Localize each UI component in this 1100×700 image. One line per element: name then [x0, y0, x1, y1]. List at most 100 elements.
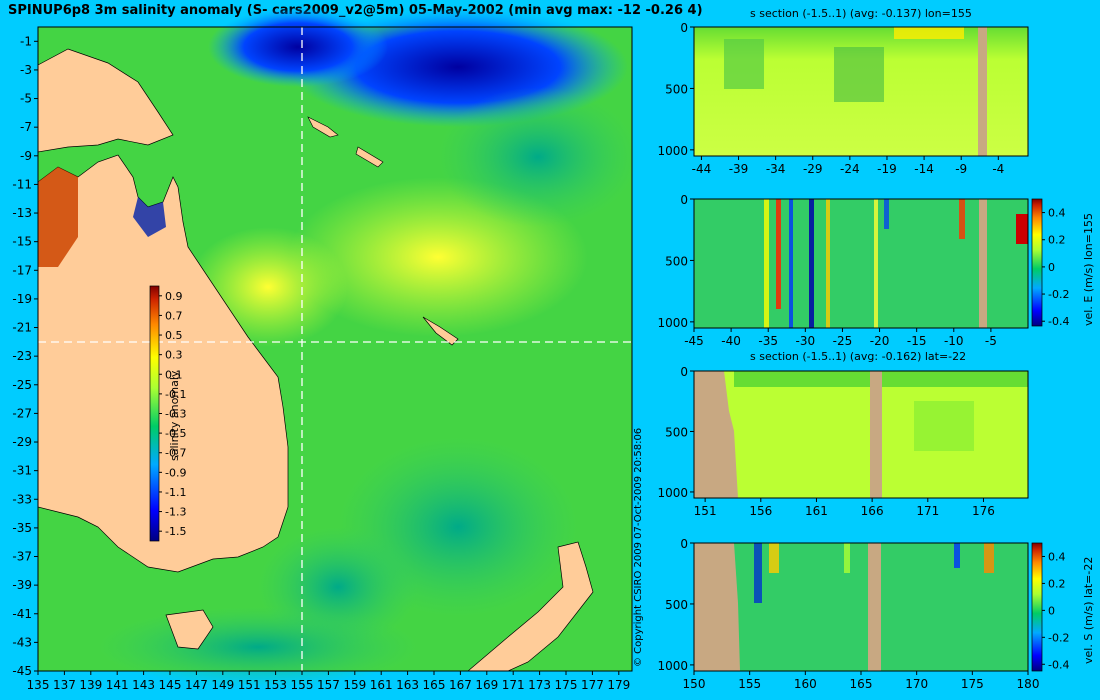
panel1-x-tick-label: -9: [955, 162, 967, 176]
panel3-title: s section (-1.5..1) (avg: -0.162) lat=-2…: [750, 350, 967, 363]
panel1-x-tick-label: -39: [729, 162, 749, 176]
map-colorbar-tick-label: -0.3: [165, 408, 186, 421]
map-y-tick-label: -15: [12, 235, 32, 249]
map-y-tick-label: -43: [12, 635, 32, 649]
map-x-tick-label: 149: [211, 678, 234, 692]
panel2-colorbar-tick-label: -0.2: [1048, 288, 1069, 301]
panel4-x-tick-label: 175: [961, 677, 984, 691]
salinity-map: [37, 7, 638, 687]
panel4-colorbar-tick-label: 0.4: [1048, 550, 1066, 563]
map-colorbar-tick-label: 0.3: [165, 349, 183, 362]
map-x-tick-label: 179: [607, 678, 630, 692]
panel1-x-tick-label: -44: [692, 162, 712, 176]
map-colorbar-tick-label: 0.1: [165, 368, 183, 381]
map-x-tick-label: 167: [449, 678, 472, 692]
map-y-tick-label: -39: [12, 578, 32, 592]
map-x-tick-label: 165: [423, 678, 446, 692]
map-x-tick-label: 169: [475, 678, 498, 692]
australia-land: [37, 154, 289, 573]
map-x-tick-label: 171: [502, 678, 525, 692]
panel2-x-tick-label: -40: [721, 334, 741, 348]
map-x-tick-label: 159: [343, 678, 366, 692]
panel1-x-tick-label: -4: [992, 162, 1004, 176]
map-colorbar-tick-label: 0.5: [165, 329, 183, 342]
map-x-tick-label: 153: [264, 678, 287, 692]
panel1-x-tick-label: -14: [914, 162, 934, 176]
map-colorbar-tick-label: 0.9: [165, 290, 183, 303]
panel2-x-tick-label: -35: [758, 334, 778, 348]
panel2-colorbar-tick-label: 0.2: [1048, 234, 1066, 247]
panel4-y-tick-label: 0: [680, 537, 688, 551]
map-y-tick-label: -25: [12, 378, 32, 392]
panel4-x-tick-label: 170: [905, 677, 928, 691]
panel2-x-tick-label: -20: [870, 334, 890, 348]
panel1-x-tick-label: -24: [840, 162, 860, 176]
map-y-tick-label: -29: [12, 435, 32, 449]
panel4-x-tick-label: 165: [850, 677, 873, 691]
map-y-tick-label: -45: [12, 664, 32, 678]
panel2-x-tick-label: -15: [907, 334, 927, 348]
map-x-tick-label: 163: [396, 678, 419, 692]
map-colorbar-tick-label: 0.7: [165, 309, 183, 322]
map-colorbar-tick-label: -0.7: [165, 447, 186, 460]
panel-s-lon155: [693, 26, 1029, 157]
map-y-tick-label: -27: [12, 406, 32, 420]
panel3-y-tick-label: 0: [680, 365, 688, 379]
map-y-tick-label: -31: [12, 464, 32, 478]
panel3-x-tick-label: 156: [749, 504, 772, 518]
panel3-x-tick-label: 151: [694, 504, 717, 518]
map-y-tick-label: -11: [12, 177, 32, 191]
map-x-tick-label: 177: [581, 678, 604, 692]
map-y-tick-label: -7: [20, 120, 32, 134]
map-colorbar-tick-label: -0.9: [165, 466, 186, 479]
map-y-tick-label: -21: [12, 321, 32, 335]
panel2-x-tick-label: -25: [833, 334, 853, 348]
panel4-x-tick-label: 180: [1017, 677, 1040, 691]
map-x-tick-label: 135: [27, 678, 50, 692]
panel2-x-tick-label: -10: [944, 334, 964, 348]
panel2-y-tick-label: 500: [665, 254, 688, 268]
panel2-colorbar-tick-label: -0.4: [1048, 315, 1069, 328]
map-y-tick-label: -3: [20, 63, 32, 77]
map-x-tick-label: 173: [528, 678, 551, 692]
new-zealand-land: [467, 541, 594, 672]
panel4-colorbar-tick-label: -0.4: [1048, 658, 1069, 671]
panel1-x-tick-label: -34: [766, 162, 786, 176]
map-y-tick-label: -35: [12, 521, 32, 535]
map-y-tick-label: -1: [20, 34, 32, 48]
map-x-tick-label: 145: [159, 678, 182, 692]
panel3-y-tick-label: 1000: [657, 486, 688, 500]
copyright-text: © Copyright CSIRO 2009 07-Oct-2009 20:58…: [633, 427, 644, 667]
panel4-x-tick-label: 155: [738, 677, 761, 691]
map-y-tick-label: -5: [20, 92, 32, 106]
map-y-tick-label: -41: [12, 607, 32, 621]
velS-colorbar: [1031, 542, 1043, 672]
panel2-colorbar-tick-label: 0: [1048, 261, 1055, 274]
panel4-x-tick-label: 150: [683, 677, 706, 691]
panel4-colorbar-tick-label: 0: [1048, 604, 1055, 617]
map-y-tick-label: -9: [20, 149, 32, 163]
panel3-x-tick-label: 166: [861, 504, 884, 518]
map-x-tick-label: 175: [555, 678, 578, 692]
velE-colorbar: [1031, 198, 1043, 327]
map-y-tick-label: -23: [12, 349, 32, 363]
panel1-y-tick-label: 0: [680, 21, 688, 35]
map-x-tick-label: 139: [79, 678, 102, 692]
map-x-tick-label: 157: [317, 678, 340, 692]
map-colorbar-label: salinity anomaly: [168, 370, 181, 461]
map-y-tick-label: -17: [12, 263, 32, 277]
panel1-title: s section (-1.5..1) (avg: -0.137) lon=15…: [750, 7, 972, 20]
panel4-colorbar-tick-label: 0.2: [1048, 577, 1066, 590]
panel2-colorbar-tick-label: 0.4: [1048, 207, 1066, 220]
velE-colorbar-label: vel. E (m/s) lon=155: [1082, 213, 1095, 326]
map-colorbar-tick-label: -0.5: [165, 427, 186, 440]
panel2-x-tick-label: -45: [684, 334, 704, 348]
panel-velS-lat-22: [693, 542, 1043, 672]
new-guinea-land: [37, 48, 174, 153]
map-y-tick-label: -37: [12, 550, 32, 564]
panel3-y-tick-label: 500: [665, 425, 688, 439]
panel4-x-tick-label: 160: [794, 677, 817, 691]
panel1-y-tick-label: 1000: [657, 144, 688, 158]
panel-velE-lon155: [693, 198, 1043, 329]
